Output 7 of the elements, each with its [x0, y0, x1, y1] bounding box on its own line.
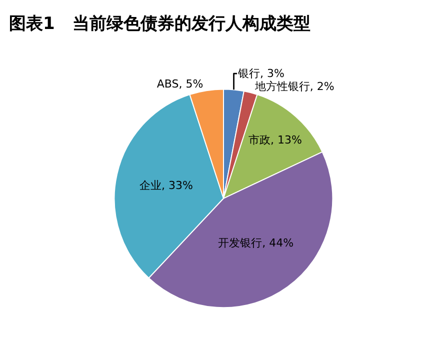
slice-label: 企业, 33%: [140, 179, 193, 192]
slice-label: 银行, 3%: [237, 67, 284, 80]
slice-label: 市政, 13%: [248, 133, 302, 146]
chart-title: 图表1 当前绿色债券的发行人构成类型: [8, 14, 311, 34]
slice-label: 开发银行, 44%: [218, 236, 294, 250]
slice-label: 地方性银行, 2%: [254, 80, 334, 94]
slice-label: ABS, 5%: [156, 78, 204, 91]
